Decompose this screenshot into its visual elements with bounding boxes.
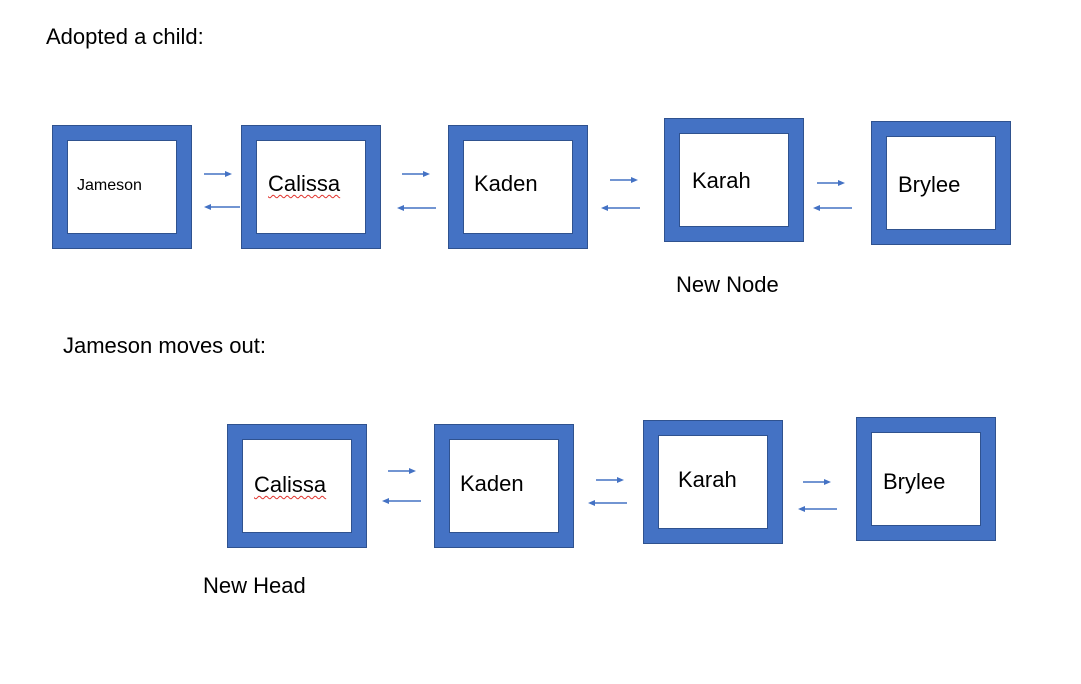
new-head-caption: New Head [203, 573, 306, 598]
node-calissa-head: Calissa [227, 424, 367, 548]
arrow-right-1 [204, 171, 232, 177]
arrow-left-1 [204, 204, 240, 210]
arrow-right-5 [388, 468, 416, 474]
node-brylee: Brylee [871, 121, 1011, 245]
arrow-left-2 [397, 205, 436, 211]
arrow-right-4 [817, 180, 845, 186]
node-label: Calissa [268, 171, 341, 196]
new-node-caption: New Node [676, 272, 779, 297]
arrow-right-6 [596, 477, 624, 483]
arrow-left-3 [601, 205, 640, 211]
arrow-left-5 [382, 498, 421, 504]
node-brylee: Brylee [856, 417, 996, 541]
arrow-right-2 [402, 171, 430, 177]
node-label: Jameson [77, 177, 142, 194]
arrow-right-3 [610, 177, 638, 183]
node-kaden: Kaden [448, 125, 588, 249]
node-label: Karah [692, 168, 751, 193]
arrow-left-4 [813, 205, 852, 211]
arrow-left-6 [588, 500, 627, 506]
node-karah: Karah [643, 420, 783, 544]
node-kaden: Kaden [434, 424, 574, 548]
section1-heading: Adopted a child: [46, 24, 204, 49]
arrow-left-7 [798, 506, 837, 512]
node-label: Kaden [460, 471, 524, 496]
node-jameson: Jameson [52, 125, 192, 249]
node-label: Calissa [254, 472, 327, 497]
section2-heading: Jameson moves out: [63, 333, 266, 358]
arrow-right-7 [803, 479, 831, 485]
node-label: Brylee [883, 469, 946, 494]
node-karah: Karah [664, 118, 804, 242]
node-label: Brylee [898, 172, 961, 197]
node-label: Kaden [474, 171, 538, 196]
node-label: Karah [678, 467, 737, 492]
node-calissa: Calissa [241, 125, 381, 249]
